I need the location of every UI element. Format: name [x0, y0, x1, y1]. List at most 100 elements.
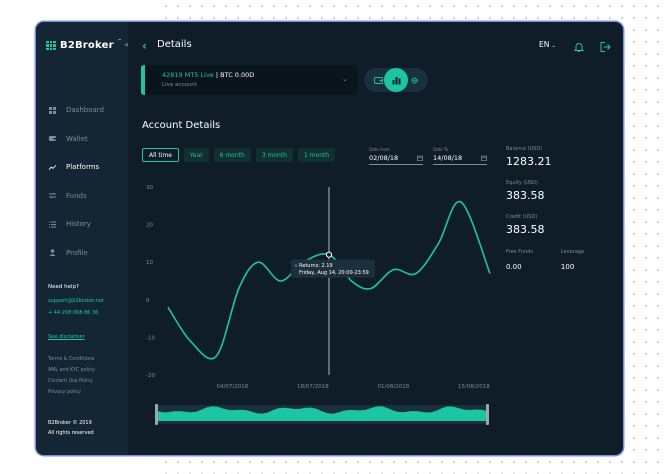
support-email-link[interactable]: support@b2broker.net	[48, 298, 104, 304]
language-selector[interactable]: EN ⌄	[539, 40, 556, 49]
history-icon	[49, 221, 56, 228]
stat-value: 1283.21	[506, 155, 552, 168]
chevron-down-icon: ⌄	[551, 43, 556, 49]
app-window: B2Broker ™ ◀ Dashboard Wallet Pla	[36, 22, 623, 455]
secondary-stats: Free Funds 0.00 Leverage 100	[506, 249, 584, 271]
account-stats: Balance (USD) 1283.21 Equity (USD) 383.5…	[506, 146, 552, 248]
collapse-sidebar-icon[interactable]: ◀	[124, 42, 128, 48]
wallet-icon	[373, 76, 383, 84]
gear-icon	[410, 76, 418, 84]
filter-year[interactable]: Year	[183, 148, 209, 162]
navigator-left-handle[interactable]	[155, 404, 158, 425]
tooltip-series-dot	[295, 264, 297, 267]
content-policy-link[interactable]: Content Use Policy	[48, 379, 93, 384]
date-from-label: Date From	[369, 147, 390, 152]
date-from-field[interactable]: Date From 02/08/18	[369, 147, 423, 165]
bar-chart-icon	[392, 76, 400, 84]
equity-stat: Equity (USD) 383.58	[506, 180, 552, 202]
disclaimer-link[interactable]: See disclaimer	[48, 334, 85, 340]
language-value: EN	[539, 40, 550, 49]
account-type: Live account	[162, 82, 197, 88]
x-tick-label: 18/07/2018	[297, 384, 329, 390]
statistics-tool-button[interactable]	[384, 68, 408, 92]
x-tick-label: 01/08/2018	[378, 384, 410, 390]
stat-label: Equity (USD)	[506, 180, 538, 186]
account-balance: BTC 0.00D	[220, 71, 255, 79]
tooltip-date: Friday, Aug 14, 20:00-23:59	[299, 270, 369, 276]
y-tick-label: 0	[146, 298, 150, 304]
date-to-value: 14/08/18	[433, 154, 463, 162]
dashboard-icon	[49, 106, 56, 114]
date-to-field[interactable]: Date To 14/08/18	[433, 147, 487, 165]
sidebar-item-platforms[interactable]: Platforms	[36, 153, 128, 182]
x-tick-label: 15/08/2018	[458, 384, 490, 390]
aml-kyc-link[interactable]: AML and KYC policy	[48, 368, 95, 373]
date-from-value: 02/08/18	[369, 154, 399, 162]
sidebar: B2Broker ™ ◀ Dashboard Wallet Pla	[36, 22, 128, 455]
y-tick-label: -20	[146, 373, 155, 379]
logout-icon[interactable]	[599, 38, 611, 52]
filter-all-time[interactable]: All time	[142, 148, 179, 162]
help-block: Need help? support@b2broker.net + 44 208…	[48, 284, 104, 316]
tooltip-returns: Returns: 2.19	[299, 263, 333, 269]
stat-value: 100	[560, 263, 575, 271]
account-separator: |	[215, 71, 219, 79]
bell-icon[interactable]	[573, 38, 585, 52]
free-funds-stat: Free Funds 0.00	[506, 249, 533, 271]
settings-tool-button[interactable]	[402, 68, 426, 92]
y-tick-label: -10	[146, 335, 155, 341]
period-filters: All time Year 6 month 3 month 1 month	[142, 148, 336, 162]
account-tools	[364, 68, 428, 92]
stat-label: Credit (USD)	[506, 214, 538, 220]
page-title: Details	[157, 39, 192, 50]
date-to-label: Date To	[433, 147, 449, 152]
brand-logo[interactable]: B2Broker ™	[46, 38, 122, 51]
wallet-tool-button[interactable]	[366, 68, 390, 92]
copyright-line: B2Broker © 2019	[48, 420, 92, 426]
privacy-policy-link[interactable]: Privacy policy	[48, 390, 82, 395]
filter-1-month[interactable]: 1 month	[298, 148, 336, 162]
stat-value: 383.58	[506, 189, 545, 202]
sidebar-nav: Dashboard Wallet Platforms Funds	[36, 96, 128, 267]
back-icon[interactable]: ‹	[142, 39, 147, 53]
tooltip-box	[291, 259, 375, 278]
sidebar-item-label: Profile	[66, 248, 88, 257]
stat-value: 0.00	[506, 263, 522, 271]
hover-point-marker	[325, 251, 333, 258]
sidebar-item-label: Dashboard	[66, 106, 104, 115]
credit-stat: Credit (USD) 383.58	[506, 214, 552, 236]
sidebar-item-label: History	[66, 220, 91, 229]
copyright-line: All rights reserved	[48, 430, 94, 436]
calendar-icon	[417, 155, 423, 161]
logo-icon	[46, 40, 56, 51]
platforms-icon	[49, 164, 56, 171]
wallet-icon	[49, 135, 56, 142]
sidebar-item-profile[interactable]: Profile	[36, 239, 128, 268]
navigator-right-handle[interactable]	[486, 404, 489, 425]
sidebar-item-dashboard[interactable]: Dashboard	[36, 96, 128, 125]
stat-value: 383.58	[506, 223, 545, 236]
account-name: 42819 MT5 Live	[162, 71, 214, 79]
brand-tm: ™	[117, 38, 122, 43]
y-tick-label: 20	[146, 223, 153, 229]
sidebar-item-funds[interactable]: Funds	[36, 182, 128, 211]
filter-6-month[interactable]: 6 month	[213, 148, 251, 162]
sidebar-item-history[interactable]: History	[36, 210, 128, 239]
date-to-input: 14/08/18	[433, 154, 487, 165]
brand-name: B2Broker	[60, 40, 114, 51]
returns-chart[interactable]: 30 20 10 0 -10 -20 04/07/2018 18/07/2018 01/08/2…	[140, 177, 496, 427]
balance-stat: Balance (USD) 1283.21	[506, 146, 552, 168]
leverage-stat: Leverage 100	[561, 249, 584, 271]
help-title: Need help?	[48, 284, 79, 290]
chevron-down-icon[interactable]: ⌄	[342, 75, 348, 83]
account-selector[interactable]: 42819 MT5 Live | BTC 0.00D Live account …	[141, 65, 357, 95]
sidebar-item-wallet[interactable]: Wallet	[36, 125, 128, 154]
sidebar-item-label: Wallet	[66, 134, 88, 143]
stat-label: Free Funds	[506, 249, 533, 255]
policy-links: Terms & Conditions AML and KYC policy Co…	[48, 357, 95, 401]
terms-link[interactable]: Terms & Conditions	[48, 357, 95, 362]
support-phone-link[interactable]: + 44 208 068 86 36	[48, 310, 99, 316]
navigator-area	[158, 406, 486, 421]
account-status-bar	[141, 65, 145, 95]
filter-3-month[interactable]: 3 month	[255, 148, 294, 162]
